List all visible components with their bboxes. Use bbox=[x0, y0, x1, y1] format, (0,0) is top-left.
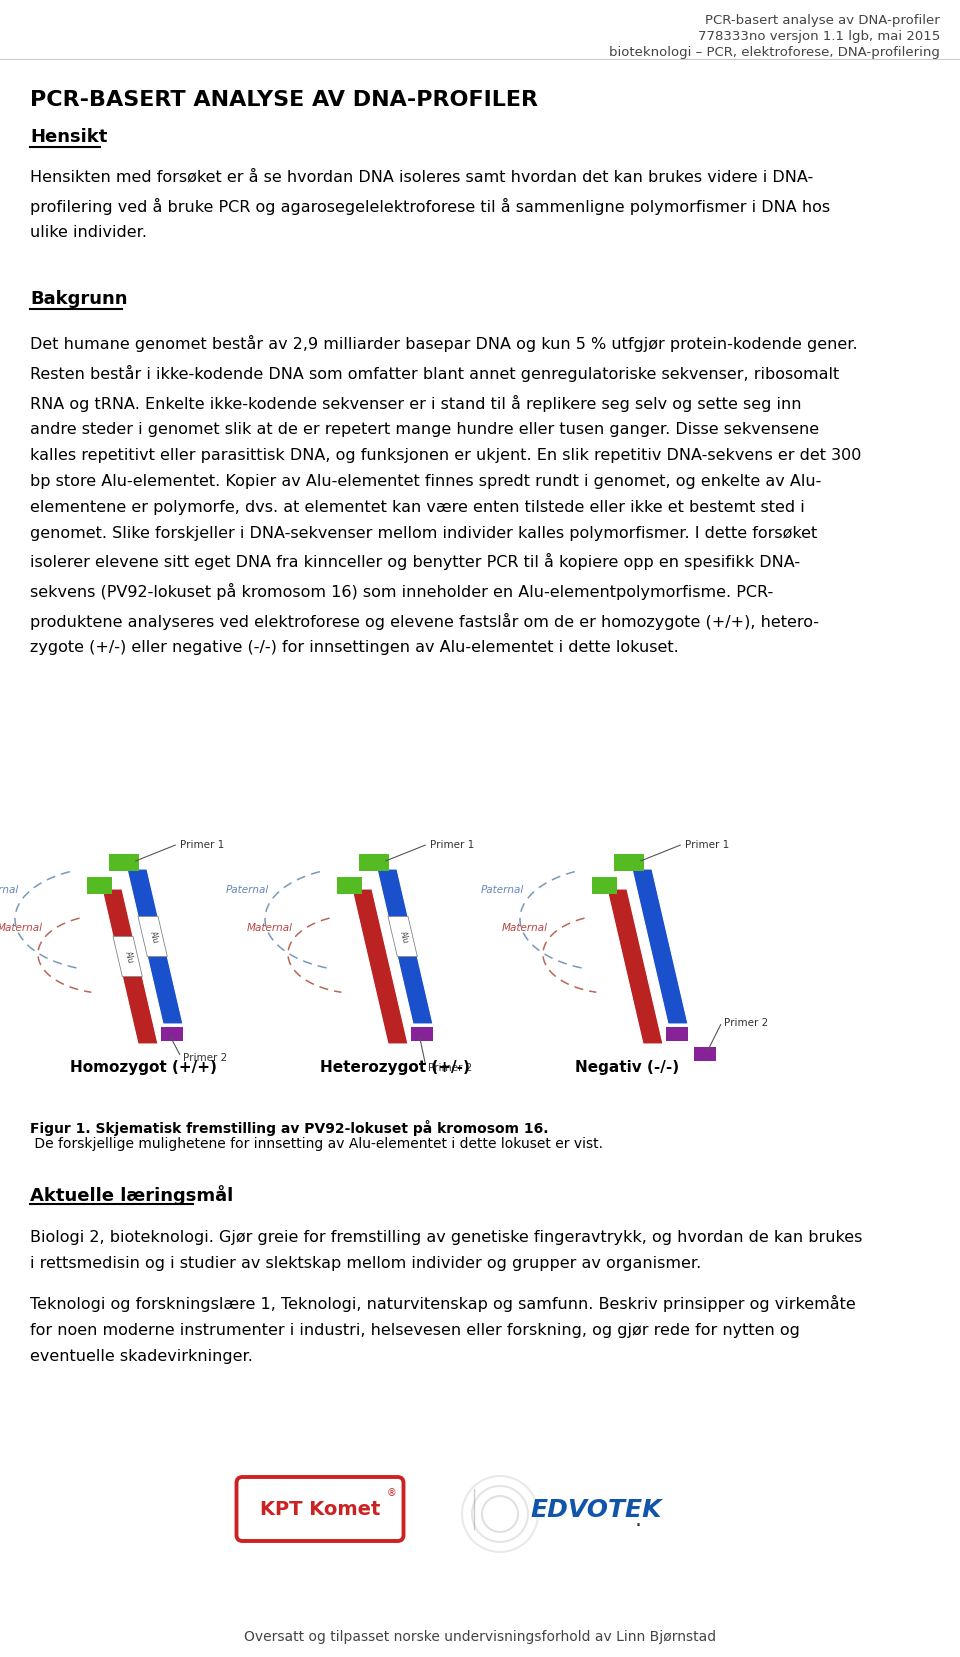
Text: Negativ (-/-): Negativ (-/-) bbox=[575, 1059, 679, 1074]
Text: Aktuelle læringsmål: Aktuelle læringsmål bbox=[30, 1185, 233, 1205]
Polygon shape bbox=[632, 870, 688, 1024]
Text: 778333no versjon 1.1 lgb, mai 2015: 778333no versjon 1.1 lgb, mai 2015 bbox=[698, 30, 940, 43]
Text: Alu: Alu bbox=[148, 930, 159, 944]
Text: Oversatt og tilpasset norske undervisningsforhold av Linn Bjørnstad: Oversatt og tilpasset norske undervisnin… bbox=[244, 1629, 716, 1644]
Polygon shape bbox=[607, 890, 663, 1044]
Text: Paternal: Paternal bbox=[0, 885, 19, 895]
Text: Hensikten med forsøket er å se hvordan DNA isoleres samt hvordan det kan brukes : Hensikten med forsøket er å se hvordan D… bbox=[30, 171, 830, 240]
Text: bioteknologi – PCR, elektroforese, DNA-profilering: bioteknologi – PCR, elektroforese, DNA-p… bbox=[610, 46, 940, 60]
Polygon shape bbox=[666, 1027, 688, 1041]
Polygon shape bbox=[352, 890, 408, 1044]
FancyBboxPatch shape bbox=[236, 1476, 403, 1541]
Polygon shape bbox=[109, 855, 139, 872]
Text: Bakgrunn: Bakgrunn bbox=[30, 290, 128, 308]
Text: De forskjellige mulighetene for innsetting av Alu-elementet i dette lokuset er v: De forskjellige mulighetene for innsetti… bbox=[30, 1137, 603, 1150]
Text: Paternal: Paternal bbox=[481, 885, 524, 895]
Text: Teknologi og forskningslære 1, Teknologi, naturvitenskap og samfunn. Beskriv pri: Teknologi og forskningslære 1, Teknologi… bbox=[30, 1294, 855, 1362]
Text: EDVOTEK: EDVOTEK bbox=[530, 1496, 661, 1521]
Polygon shape bbox=[113, 936, 142, 978]
Polygon shape bbox=[127, 870, 183, 1024]
Text: KPT Komet: KPT Komet bbox=[260, 1500, 380, 1518]
Text: Maternal: Maternal bbox=[247, 921, 292, 933]
Text: Heterozygot (+/-): Heterozygot (+/-) bbox=[320, 1059, 469, 1074]
Text: ®: ® bbox=[387, 1486, 396, 1496]
Text: Det humane genomet består av 2,9 milliarder basepar DNA og kun 5 % utfgjør prote: Det humane genomet består av 2,9 milliar… bbox=[30, 335, 857, 351]
Polygon shape bbox=[592, 878, 617, 895]
Polygon shape bbox=[614, 855, 644, 872]
Text: Primer 1: Primer 1 bbox=[430, 840, 474, 850]
Text: Primer 1: Primer 1 bbox=[180, 840, 225, 850]
Text: Hensikt: Hensikt bbox=[30, 128, 108, 146]
Text: Primer 1: Primer 1 bbox=[685, 840, 730, 850]
Polygon shape bbox=[411, 1027, 433, 1041]
Text: Figur 1. Skjematisk fremstilling av PV92-lokuset på kromosom 16.: Figur 1. Skjematisk fremstilling av PV92… bbox=[30, 1120, 548, 1135]
Polygon shape bbox=[161, 1027, 183, 1041]
Polygon shape bbox=[388, 916, 418, 958]
Polygon shape bbox=[138, 916, 167, 958]
Text: Alu: Alu bbox=[397, 930, 410, 944]
Text: PCR-BASERT ANALYSE AV DNA-PROFILER: PCR-BASERT ANALYSE AV DNA-PROFILER bbox=[30, 89, 538, 109]
Text: Primer 2: Primer 2 bbox=[183, 1052, 228, 1062]
Polygon shape bbox=[87, 878, 112, 895]
Text: Alu: Alu bbox=[123, 949, 134, 964]
Text: Primer 2: Primer 2 bbox=[428, 1062, 472, 1072]
Text: Maternal: Maternal bbox=[0, 921, 42, 933]
Text: PCR-basert analyse av DNA-profiler: PCR-basert analyse av DNA-profiler bbox=[706, 13, 940, 27]
Text: .: . bbox=[635, 1510, 641, 1529]
Text: Primer 2: Primer 2 bbox=[724, 1017, 768, 1027]
Text: Resten består i ikke-kodende DNA som omfatter blant annet genregulatoriske sekve: Resten består i ikke-kodende DNA som omf… bbox=[30, 365, 861, 655]
Text: Biologi 2, bioteknologi. Gjør greie for fremstilling av genetiske fingeravtrykk,: Biologi 2, bioteknologi. Gjør greie for … bbox=[30, 1229, 862, 1269]
Polygon shape bbox=[337, 878, 362, 895]
Polygon shape bbox=[694, 1047, 716, 1062]
Text: Homozygot (+/+): Homozygot (+/+) bbox=[70, 1059, 217, 1074]
Polygon shape bbox=[359, 855, 389, 872]
Polygon shape bbox=[102, 890, 158, 1044]
Text: Paternal: Paternal bbox=[226, 885, 269, 895]
Polygon shape bbox=[377, 870, 433, 1024]
Text: Maternal: Maternal bbox=[501, 921, 547, 933]
